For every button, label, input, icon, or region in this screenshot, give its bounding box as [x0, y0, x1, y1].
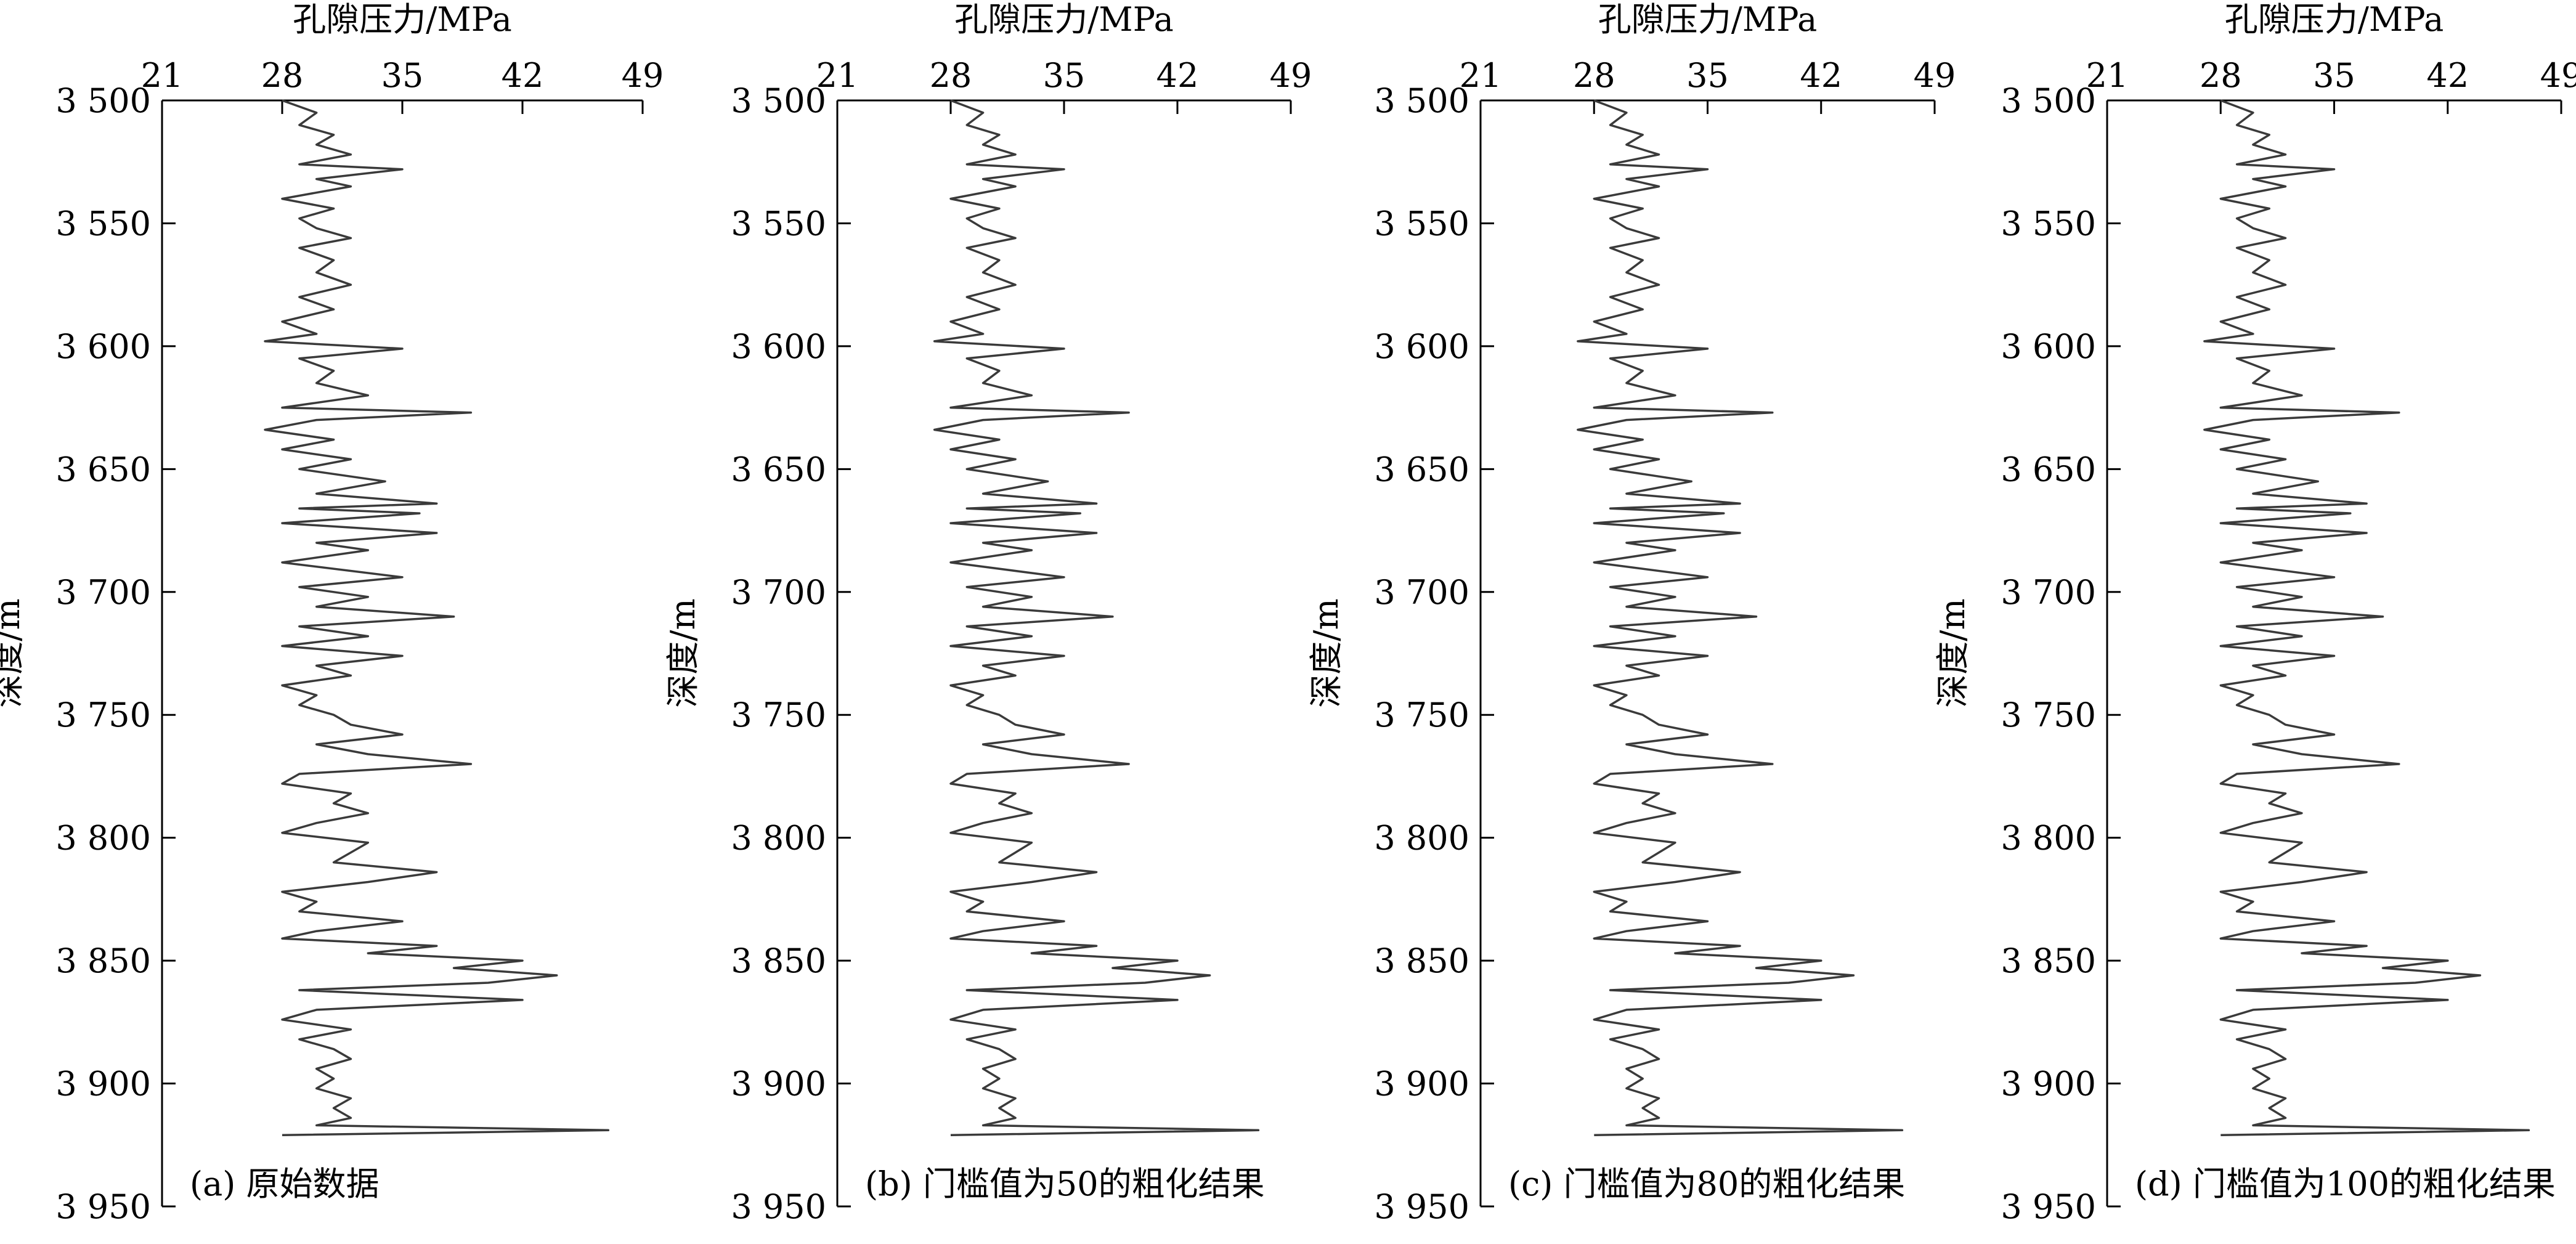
y-tick-label: 3 850 — [2001, 941, 2096, 980]
y-tick-label: 3 500 — [2001, 81, 2096, 120]
x-tick-label: 49 — [1914, 56, 1956, 95]
y-tick-label: 3 550 — [55, 204, 151, 243]
x-axis-title: 孔隙压力/MPa — [1598, 0, 1818, 39]
y-tick-label: 3 850 — [55, 941, 151, 980]
x-tick-label: 35 — [2313, 56, 2355, 95]
y-tick-label: 3 650 — [55, 450, 151, 489]
y-tick-label: 3 900 — [731, 1065, 826, 1104]
y-tick-label: 3 950 — [1374, 1187, 1469, 1226]
x-tick-label: 42 — [1156, 56, 1199, 95]
y-axis-title: 深度/m — [1933, 598, 1972, 707]
y-tick-label: 3 900 — [55, 1065, 151, 1104]
x-tick-label: 42 — [1800, 56, 1842, 95]
x-tick-label: 35 — [1043, 56, 1086, 95]
panel-caption: (c) 门槛值为80的粗化结果 — [1508, 1165, 1905, 1203]
y-tick-label: 3 550 — [731, 204, 826, 243]
x-tick-label: 35 — [381, 56, 424, 95]
y-tick-label: 3 700 — [731, 573, 826, 612]
y-tick-label: 3 750 — [1374, 696, 1469, 734]
y-tick-label: 3 500 — [731, 81, 826, 120]
y-tick-label: 3 750 — [731, 696, 826, 734]
x-tick-label: 28 — [1573, 56, 1615, 95]
y-tick-label: 3 900 — [2001, 1065, 2096, 1104]
panel-caption: (d) 门槛值为100的粗化结果 — [2135, 1165, 2556, 1203]
x-tick-label: 28 — [261, 56, 304, 95]
x-tick-label: 49 — [1270, 56, 1312, 95]
y-tick-label: 3 600 — [731, 327, 826, 366]
x-tick-label: 49 — [622, 56, 664, 95]
y-tick-label: 3 750 — [2001, 696, 2096, 734]
y-tick-label: 3 600 — [1374, 327, 1469, 366]
y-tick-label: 3 650 — [2001, 450, 2096, 489]
y-tick-label: 3 950 — [55, 1187, 151, 1226]
x-tick-label: 49 — [2540, 56, 2576, 95]
pressure-curve-series — [933, 99, 1260, 1137]
y-tick-label: 3 850 — [731, 941, 826, 980]
x-tick-label: 28 — [930, 56, 972, 95]
y-tick-label: 3 950 — [731, 1187, 826, 1226]
y-tick-label: 3 750 — [55, 696, 151, 734]
y-tick-label: 3 700 — [2001, 573, 2096, 612]
x-tick-label: 21 — [2086, 56, 2129, 95]
y-tick-label: 3 550 — [2001, 204, 2096, 243]
panel-caption: (b) 门槛值为50的粗化结果 — [865, 1165, 1265, 1203]
x-axis-title: 孔隙压力/MPa — [293, 0, 512, 39]
panel-caption: (a) 原始数据 — [190, 1165, 380, 1203]
x-axis-title: 孔隙压力/MPa — [954, 0, 1174, 39]
y-tick-label: 3 800 — [55, 819, 151, 858]
y-tick-label: 3 800 — [731, 819, 826, 858]
y-tick-label: 3 600 — [55, 327, 151, 366]
y-axis-title: 深度/m — [664, 598, 702, 707]
y-tick-label: 3 700 — [55, 573, 151, 612]
x-tick-label: 42 — [2426, 56, 2469, 95]
x-tick-label: 35 — [1686, 56, 1729, 95]
y-tick-label: 3 500 — [1374, 81, 1469, 120]
x-tick-label: 21 — [1460, 56, 1502, 95]
y-tick-label: 3 700 — [1374, 573, 1469, 612]
x-tick-label: 42 — [502, 56, 544, 95]
y-axis-title: 深度/m — [0, 598, 27, 707]
y-tick-label: 3 850 — [1374, 941, 1469, 980]
y-tick-label: 3 950 — [2001, 1187, 2096, 1226]
x-axis-title: 孔隙压力/MPa — [2225, 0, 2444, 39]
y-tick-label: 3 650 — [731, 450, 826, 489]
pressure-curve-series — [1577, 99, 1904, 1137]
x-tick-label: 28 — [2200, 56, 2242, 95]
x-tick-label: 21 — [816, 56, 859, 95]
x-tick-label: 21 — [141, 56, 184, 95]
y-tick-label: 3 600 — [2001, 327, 2096, 366]
pressure-curve-series — [264, 99, 610, 1137]
y-tick-label: 3 800 — [2001, 819, 2096, 858]
y-tick-label: 3 900 — [1374, 1065, 1469, 1104]
y-tick-label: 3 800 — [1374, 819, 1469, 858]
y-tick-label: 3 550 — [1374, 204, 1469, 243]
y-axis-title: 深度/m — [1307, 598, 1346, 707]
pressure-curve-series — [2203, 99, 2530, 1137]
y-tick-label: 3 650 — [1374, 450, 1469, 489]
y-tick-label: 3 500 — [55, 81, 151, 120]
